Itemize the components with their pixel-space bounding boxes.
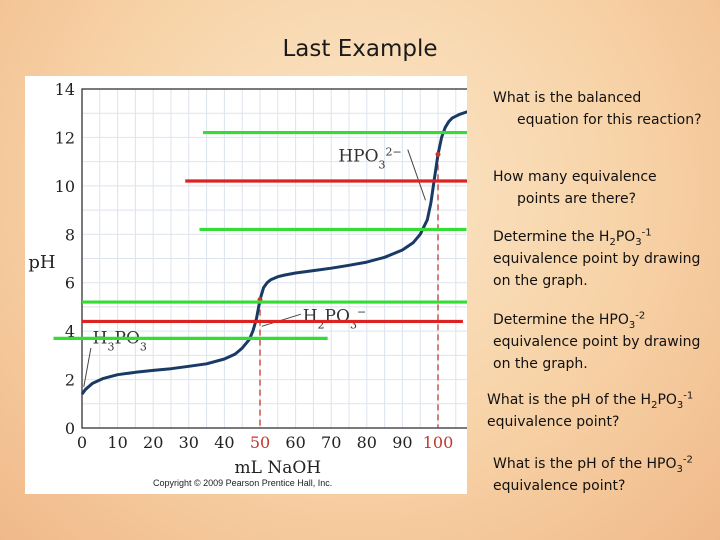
question-4: Determine the HPO3-2 equivalence point b… [493, 309, 715, 375]
question-2-rest: points are there? [517, 191, 637, 207]
x-tick-label: 0 [77, 433, 87, 452]
y-tick-label: 2 [65, 371, 75, 390]
question-5-rest: equivalence point? [487, 414, 620, 430]
titration-chart-panel: 0 2 4 6 8 10 12 14 0 10 20 30 40 50 60 70 80 90 100 mL NaOH… [25, 76, 467, 494]
x-tick-label: 30 [179, 433, 199, 452]
y-axis-label: pH [28, 252, 55, 273]
x-tick-label: 80 [357, 433, 377, 452]
slide-title: Last Example [282, 36, 438, 62]
question-1: What is the balanced equation for this r… [493, 87, 708, 131]
x-tick-label: 90 [392, 433, 412, 452]
question-1-line1: What is the balanced [493, 90, 642, 106]
question-3-charge: -1 [641, 227, 652, 239]
question-3-rest: equivalence point by drawing on the grap… [493, 251, 701, 289]
y-tick-label: 0 [65, 419, 75, 438]
copyright-note: Copyright © 2009 Pearson Prentice Hall, … [153, 478, 333, 488]
question-4-rest: equivalence point by drawing on the grap… [493, 334, 701, 372]
question-3: Determine the H2PO3-1 equivalence point … [493, 226, 715, 292]
question-5-charge: -1 [683, 390, 694, 402]
x-tick-label: 100 [423, 433, 454, 452]
question-1-rest: equation for this reaction? [517, 112, 702, 128]
x-tick-label: 20 [143, 433, 163, 452]
x-tick-label: 10 [107, 433, 127, 452]
question-3-sub1: 2 [609, 236, 616, 248]
question-3-text: Determine the H [493, 229, 610, 245]
y-tick-label: 12 [55, 128, 75, 147]
question-3-mid: PO [615, 229, 636, 245]
question-2: How many equivalence points are there? [493, 166, 708, 210]
species-label: HPO32− [338, 145, 401, 171]
question-5-sub2: 3 [676, 399, 684, 411]
question-4-charge: -2 [635, 310, 646, 322]
question-5-sub1: 2 [651, 399, 658, 411]
x-tick-label: 50 [250, 433, 270, 452]
y-tick-label: 10 [55, 177, 75, 196]
y-tick-label: 4 [65, 322, 75, 341]
plot-area-frame [81, 88, 467, 429]
question-6-text: What is the pH of the HPO [493, 456, 677, 472]
x-tick-label: 70 [321, 433, 341, 452]
x-tick-label: 60 [285, 433, 305, 452]
x-tick-label: 40 [214, 433, 234, 452]
titration-chart: 0 2 4 6 8 10 12 14 0 10 20 30 40 50 60 70 80 90 100 mL NaOH… [28, 80, 467, 478]
question-5: What is the pH of the H2PO3-1 equivalenc… [487, 389, 713, 433]
question-2-line1: How many equivalence [493, 169, 657, 185]
question-6-charge: -2 [682, 454, 693, 466]
question-6-rest: equivalence point? [493, 478, 626, 494]
question-6-sub1: 3 [676, 463, 683, 475]
titration-curve [80, 110, 467, 396]
x-axis-label: mL NaOH [235, 458, 322, 478]
question-5-mid: PO [657, 392, 677, 408]
equivalence-point-marker [435, 151, 441, 157]
question-4-text: Determine the HPO [493, 312, 629, 328]
species-label: H3PO3 [93, 328, 147, 353]
question-5-text: What is the pH of the H [487, 392, 652, 408]
y-tick-label: 6 [65, 274, 75, 293]
species-pointer [407, 149, 427, 201]
species-label: H2PO3− [303, 305, 366, 331]
question-6: What is the pH of the HPO3-2 equivalence… [493, 453, 715, 497]
y-tick-label: 14 [55, 80, 75, 99]
species-pointer [83, 348, 92, 387]
y-tick-label: 8 [65, 225, 75, 244]
question-4-sub1: 3 [628, 319, 636, 331]
question-3-sub2: 3 [635, 236, 642, 248]
